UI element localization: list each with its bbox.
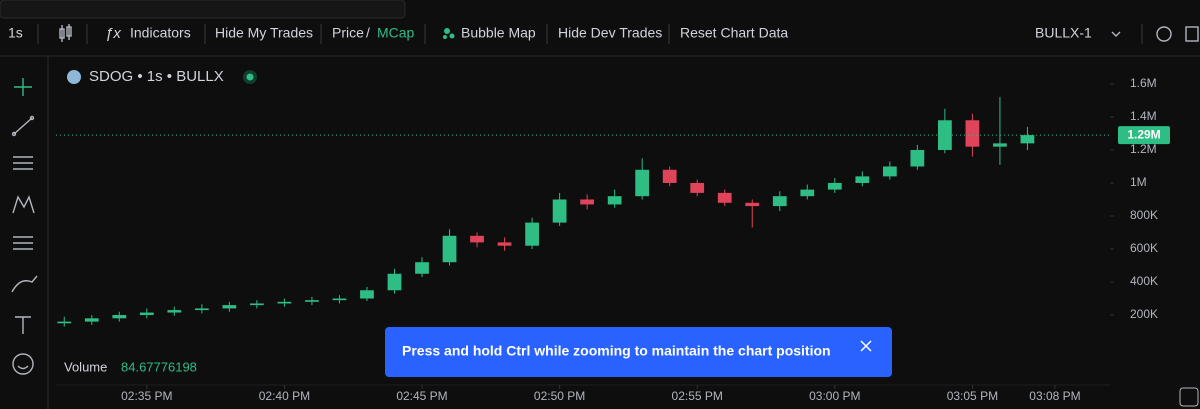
separator: / xyxy=(366,25,370,41)
last-price-label: 1.29M xyxy=(1127,127,1160,141)
candle-body xyxy=(415,262,429,274)
candle-icon[interactable] xyxy=(59,24,72,42)
candle-body xyxy=(112,315,127,319)
toast-box xyxy=(385,327,892,377)
y-tick-label: 200K xyxy=(1130,307,1158,321)
candle-body xyxy=(745,202,760,207)
candle-body xyxy=(910,149,925,167)
y-tick-label: 1M xyxy=(1130,175,1147,189)
indicators-button[interactable]: Indicators xyxy=(130,25,191,41)
candle-body xyxy=(84,318,99,322)
volume-value: 84.67776198 xyxy=(121,359,197,374)
y-tick-label: 400K xyxy=(1130,274,1158,288)
x-tick-label: 02:35 PM xyxy=(121,389,172,403)
candle-body xyxy=(772,196,787,207)
candle-body xyxy=(470,235,484,243)
interval[interactable]: 1s xyxy=(8,25,23,41)
candle-body xyxy=(855,176,870,183)
y-tick-label: 1.6M xyxy=(1130,76,1157,90)
x-tick-label: 02:55 PM xyxy=(672,389,723,403)
candle-body xyxy=(827,182,842,190)
dropdown-arrow xyxy=(1111,31,1121,37)
candle-body xyxy=(717,192,732,203)
reset-chart-data-button[interactable]: Reset Chart Data xyxy=(680,25,788,41)
x-tick-label: 02:50 PM xyxy=(534,389,585,403)
candle-body xyxy=(139,312,154,316)
chart-title: SDOG • 1s • BULLX xyxy=(89,68,224,85)
x-tick-label: 03:05 PM xyxy=(947,389,998,403)
volume-label: Volume xyxy=(64,359,107,374)
x-tick-label: 02:40 PM xyxy=(259,389,310,403)
candle-body xyxy=(167,310,182,313)
toast-close[interactable] xyxy=(860,340,872,352)
candle-body xyxy=(965,120,980,147)
candle-body xyxy=(525,222,539,246)
exchange-select[interactable]: BULLX-1 xyxy=(1035,25,1092,41)
y-tick-label: 800K xyxy=(1130,208,1158,222)
toast: Press and hold Ctrl while zooming to mai… xyxy=(385,327,892,377)
settings-icon[interactable] xyxy=(1156,26,1172,42)
price-toggle[interactable]: Price xyxy=(332,25,364,41)
candle-body xyxy=(607,196,622,205)
token-icon xyxy=(67,70,81,84)
candle-body xyxy=(635,169,650,197)
candle-body xyxy=(194,308,209,311)
layout-icon[interactable] xyxy=(1185,26,1199,42)
candle-body xyxy=(662,169,677,183)
x-tick-label: 02:45 PM xyxy=(396,389,447,403)
bubble-icon xyxy=(443,28,455,39)
candle-body xyxy=(305,300,319,302)
candle-body xyxy=(57,321,72,324)
candle-body xyxy=(277,301,292,304)
candle-body xyxy=(222,305,237,309)
hide-my-trades-button[interactable]: Hide My Trades xyxy=(215,25,313,41)
y-tick-label: 600K xyxy=(1130,241,1158,255)
mcap-toggle[interactable]: MCap xyxy=(377,25,415,41)
toast-message: Press and hold Ctrl while zooming to mai… xyxy=(402,343,831,359)
search-field[interactable] xyxy=(0,0,406,19)
candle-body xyxy=(360,290,374,299)
x-tick-label: 03:08 PM xyxy=(1029,389,1080,403)
drawing-tools[interactable] xyxy=(11,78,38,375)
settings-button[interactable] xyxy=(1179,387,1199,407)
candle-body xyxy=(1020,135,1035,144)
status-dot xyxy=(246,73,254,81)
last-price-badge xyxy=(1118,126,1170,145)
hide-dev-trades-button[interactable]: Hide Dev Trades xyxy=(558,25,662,41)
candle-body xyxy=(993,143,1007,147)
candle-body xyxy=(497,242,512,246)
candle-body xyxy=(250,303,264,306)
bubble-map-button[interactable]: Bubble Map xyxy=(461,25,536,41)
candle-body xyxy=(332,298,347,301)
candle-body xyxy=(552,199,567,223)
y-tick-label: 1.2M xyxy=(1130,142,1157,156)
x-tick-label: 03:00 PM xyxy=(809,389,860,403)
candle-body xyxy=(387,273,402,291)
candle-body xyxy=(690,182,705,193)
y-tick-label: 1.4M xyxy=(1130,109,1157,123)
fx-icon: ƒx xyxy=(105,25,121,42)
candle-body xyxy=(442,235,457,263)
candle-body xyxy=(882,166,897,177)
candle-body xyxy=(580,199,595,205)
candle-body xyxy=(800,189,815,197)
